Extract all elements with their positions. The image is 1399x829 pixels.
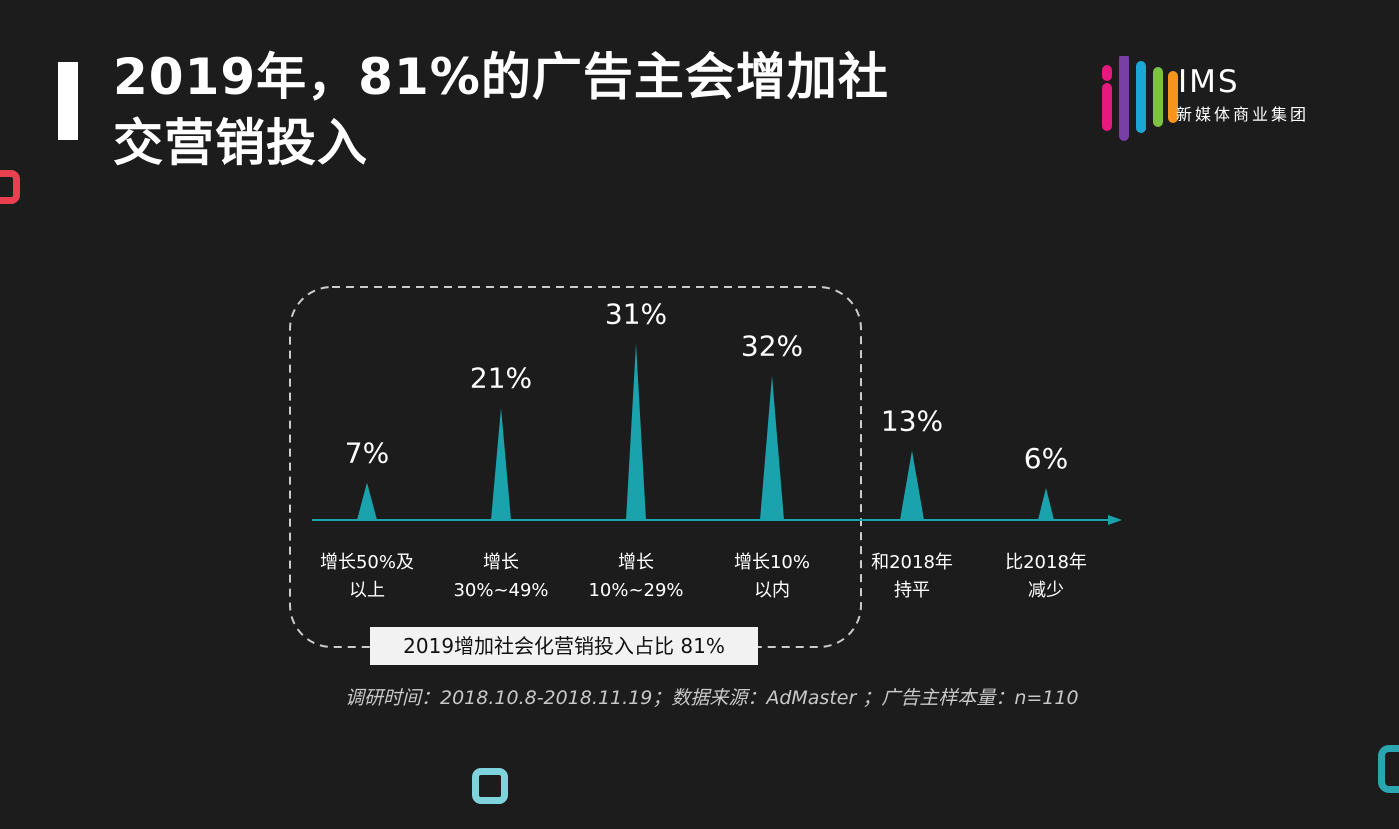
spike-4 xyxy=(760,375,784,520)
spike-6 xyxy=(1038,487,1054,520)
spike-1 xyxy=(357,482,377,520)
value-label-1: 7% xyxy=(345,437,389,470)
category-label-1-line-2: 以上 xyxy=(349,580,385,601)
group-label-box xyxy=(370,627,758,665)
category-label-6-line-1: 比2018年 xyxy=(1005,552,1087,573)
value-label-6: 6% xyxy=(1024,442,1068,475)
category-label-4-line-1: 增长10% xyxy=(734,552,810,573)
category-label-3-line-1: 增长 xyxy=(618,552,654,573)
category-label-6-line-2: 减少 xyxy=(1028,580,1064,601)
value-label-5: 13% xyxy=(881,404,943,437)
category-label-4-line-2: 以内 xyxy=(754,580,790,601)
value-label-4: 32% xyxy=(741,330,803,363)
decorative-ring-teal xyxy=(1378,745,1399,793)
logo-subtitle: 新媒体商业集团 xyxy=(1176,105,1310,124)
page-title-line-1: 2019年，81%的广告主会增加社 xyxy=(113,48,889,106)
category-label-5-line-1: 和2018年 xyxy=(871,552,953,573)
value-label-3: 31% xyxy=(605,297,667,330)
category-label-5-line-2: 持平 xyxy=(894,580,930,601)
category-label-3-line-2: 10%~29% xyxy=(588,580,683,601)
page-title-line-2: 交营销投入 xyxy=(113,114,368,172)
category-label-1-line-1: 增长50%及 xyxy=(320,552,414,573)
group-label: 2019增加社会化营销投入占比 81% xyxy=(403,634,725,658)
footnote: 调研时间：2018.10.8-2018.11.19；数据来源：AdMaster … xyxy=(345,687,1079,709)
category-label-2-line-2: 30%~49% xyxy=(453,580,548,601)
ims-logo-icon xyxy=(1102,56,1178,141)
decorative-ring-cyan xyxy=(472,768,508,804)
spike-3 xyxy=(626,343,646,520)
title-accent-bar xyxy=(58,62,78,140)
logo-name: IMS xyxy=(1178,64,1240,100)
page-title: 2019年，81%的广告主会增加社 交营销投入 xyxy=(113,44,889,176)
category-label-2-line-1: 增长 xyxy=(483,552,519,573)
decorative-ring-red xyxy=(0,170,20,204)
spike-5 xyxy=(900,450,924,520)
value-label-2: 21% xyxy=(470,362,532,395)
spike-2 xyxy=(491,407,511,520)
x-axis-arrow xyxy=(1108,515,1122,525)
